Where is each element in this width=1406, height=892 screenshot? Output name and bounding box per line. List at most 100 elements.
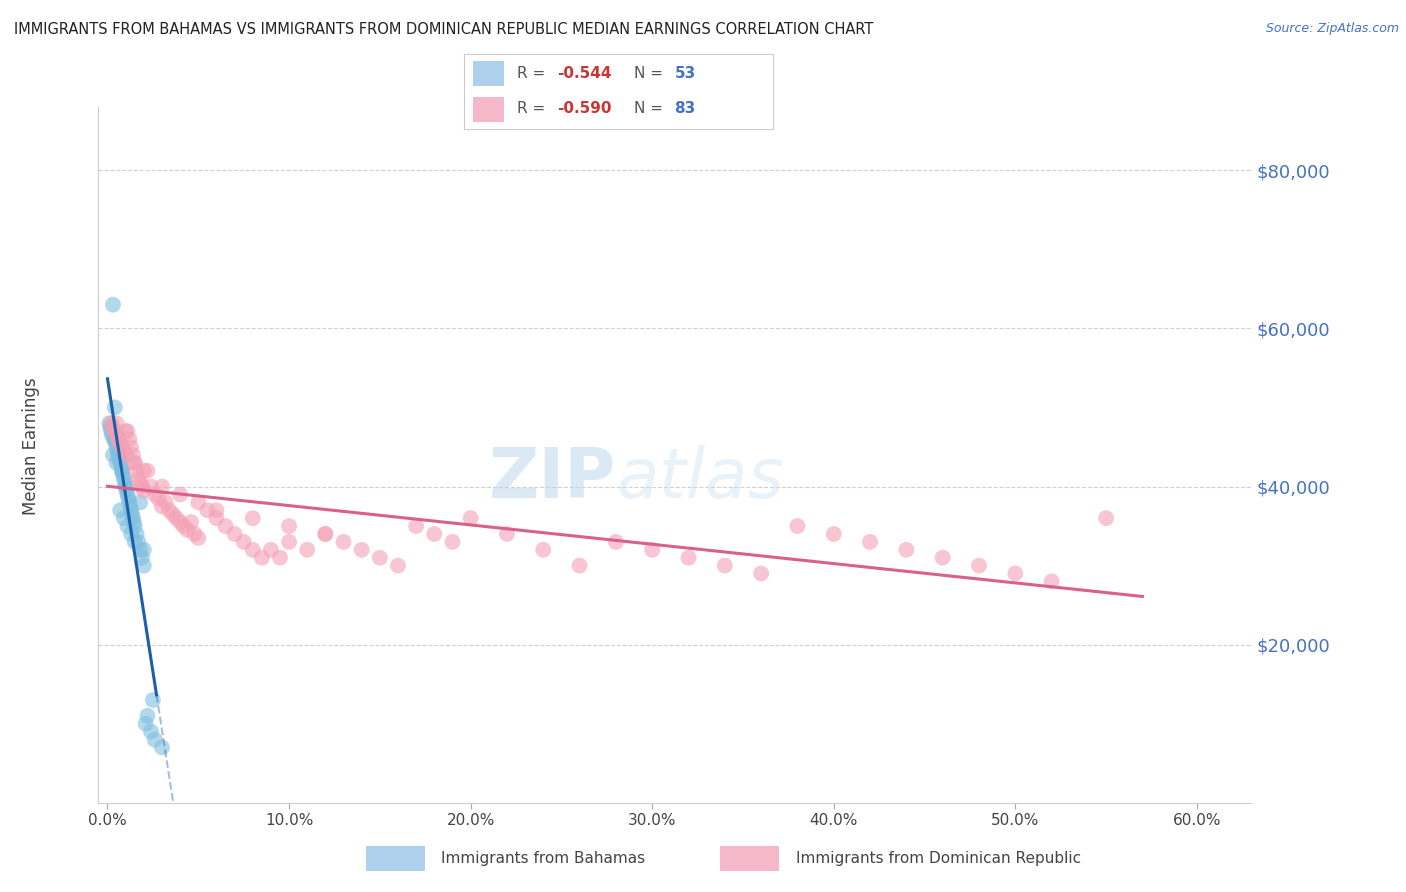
Point: [108, 456, 131, 470]
Point: [531, 542, 554, 557]
Point: [104, 401, 127, 415]
Point: [111, 440, 134, 454]
Point: [1040, 574, 1063, 589]
Point: [150, 740, 173, 755]
Point: [117, 491, 139, 506]
Point: [314, 527, 336, 541]
Point: [105, 428, 128, 442]
Point: [108, 451, 131, 466]
Point: [108, 503, 131, 517]
Text: Median Earnings: Median Earnings: [22, 377, 39, 515]
Point: [122, 448, 145, 462]
Point: [278, 519, 301, 533]
Point: [139, 479, 162, 493]
Point: [120, 527, 142, 541]
Point: [129, 475, 152, 490]
Point: [111, 467, 134, 482]
Point: [180, 515, 202, 529]
Point: [150, 500, 173, 514]
Point: [368, 550, 391, 565]
Point: [136, 708, 159, 723]
Text: 53: 53: [675, 66, 696, 81]
Text: -0.590: -0.590: [557, 102, 612, 116]
Point: [104, 432, 127, 446]
Point: [859, 535, 882, 549]
Text: Source: ZipAtlas.com: Source: ZipAtlas.com: [1265, 22, 1399, 36]
Text: R =: R =: [516, 66, 550, 81]
Point: [205, 503, 228, 517]
Point: [896, 542, 918, 557]
Point: [101, 428, 124, 442]
Point: [117, 424, 139, 438]
Point: [104, 436, 127, 450]
Bar: [474, 62, 505, 87]
Text: IMMIGRANTS FROM BAHAMAS VS IMMIGRANTS FROM DOMINICAN REPUBLIC MEDIAN EARNINGS CO: IMMIGRANTS FROM BAHAMAS VS IMMIGRANTS FR…: [14, 22, 873, 37]
Point: [120, 503, 142, 517]
Point: [242, 542, 264, 557]
Point: [125, 464, 148, 478]
Point: [107, 432, 129, 446]
Text: R =: R =: [516, 102, 550, 116]
Point: [120, 500, 142, 514]
Point: [169, 487, 191, 501]
Point: [143, 732, 166, 747]
Bar: [720, 847, 779, 871]
Point: [423, 527, 446, 541]
Point: [98, 417, 121, 431]
Point: [214, 519, 236, 533]
Text: 83: 83: [675, 102, 696, 116]
Point: [103, 432, 125, 446]
Point: [162, 507, 184, 521]
Point: [205, 511, 228, 525]
Point: [127, 535, 149, 549]
Text: -0.544: -0.544: [557, 66, 612, 81]
Point: [250, 550, 273, 565]
Text: atlas: atlas: [616, 445, 785, 512]
Point: [786, 519, 808, 533]
Point: [142, 693, 165, 707]
Point: [117, 519, 139, 533]
Text: N =: N =: [634, 102, 668, 116]
Point: [169, 515, 191, 529]
Point: [132, 464, 155, 478]
Point: [105, 440, 128, 454]
Point: [111, 464, 134, 478]
Point: [101, 420, 124, 434]
Point: [114, 424, 136, 438]
Point: [150, 479, 173, 493]
Point: [460, 511, 482, 525]
Text: ZIP: ZIP: [489, 445, 616, 512]
Point: [678, 550, 700, 565]
Point: [110, 459, 132, 474]
Point: [176, 523, 198, 537]
Point: [105, 417, 128, 431]
Point: [135, 716, 157, 731]
Point: [131, 479, 153, 493]
Point: [124, 535, 146, 549]
Point: [117, 487, 139, 501]
Point: [441, 535, 464, 549]
Point: [242, 511, 264, 525]
Bar: [366, 847, 425, 871]
Point: [496, 527, 519, 541]
Point: [297, 542, 319, 557]
Point: [114, 479, 136, 493]
Point: [183, 527, 205, 541]
Point: [148, 491, 170, 506]
Point: [100, 417, 122, 431]
Point: [173, 519, 195, 533]
Point: [108, 436, 131, 450]
Point: [114, 475, 136, 490]
Point: [387, 558, 409, 573]
Point: [136, 464, 159, 478]
Point: [112, 511, 135, 525]
Point: [132, 483, 155, 498]
Point: [823, 527, 845, 541]
Point: [100, 424, 122, 438]
Point: [112, 472, 135, 486]
Point: [641, 542, 664, 557]
Point: [118, 495, 141, 509]
Point: [131, 550, 153, 565]
Text: N =: N =: [634, 66, 668, 81]
Point: [107, 444, 129, 458]
